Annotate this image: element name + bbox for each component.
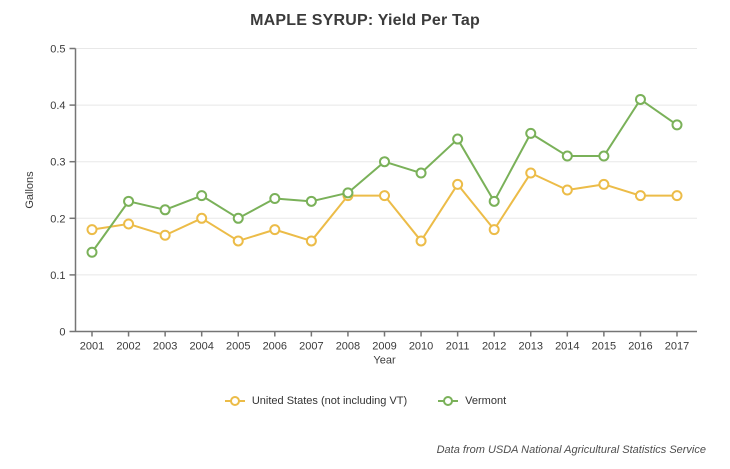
data-point-vermont-2014 [561,150,573,162]
data-point-vermont-2006 [269,192,281,204]
x-tick-label-2007: 2007 [299,341,323,353]
legend-marker-united-states-icon [224,396,245,406]
x-tick-label-2003: 2003 [153,341,177,353]
data-point-united-states-not-including-vt-2001 [86,224,98,236]
data-point-vermont-2005 [232,212,244,224]
x-tick-label-2010: 2010 [409,341,433,353]
data-point-vermont-2012 [488,195,500,207]
data-point-vermont-2015 [598,150,610,162]
x-tick-label-2008: 2008 [336,341,360,353]
series-line-united-states-not-including-vt [91,172,677,242]
x-tick-label-2013: 2013 [519,341,543,353]
y-tick-label-0.3: 0.3 [50,157,65,169]
legend-label-united-states: United States (not including VT) [251,395,408,407]
y-tick-label-0.2: 0.2 [50,213,65,225]
source-note: Data from USDA National Agricultural Sta… [436,444,706,456]
x-tick-label-2006: 2006 [263,341,287,353]
x-tick-label-2014: 2014 [555,341,579,353]
y-tick-label-0.4: 0.4 [50,100,65,112]
data-point-vermont-2008 [342,187,354,199]
y-tick-label-0: 0 [59,327,65,339]
x-tick-label-2001: 2001 [80,341,104,353]
data-point-united-states-not-including-vt-2006 [269,224,281,236]
data-point-united-states-not-including-vt-2016 [634,190,646,202]
legend: United States (not including VT) Vermont [0,395,730,407]
data-point-vermont-2002 [123,195,135,207]
data-point-united-states-not-including-vt-2009 [379,190,390,202]
x-tick-label-2005: 2005 [226,341,250,353]
chart-title: MAPLE SYRUP: Yield Per Tap [250,12,480,29]
x-tick-label-2011: 2011 [446,341,470,353]
data-point-vermont-2011 [452,133,464,145]
x-tick-label-2004: 2004 [189,341,213,353]
data-point-united-states-not-including-vt-2004 [196,212,208,224]
y-tick-label-0.1: 0.1 [50,270,65,282]
data-point-vermont-2013 [525,127,537,139]
data-point-united-states-not-including-vt-2014 [561,184,573,196]
data-point-vermont-2010 [415,167,427,179]
x-tick-label-2017: 2017 [665,341,689,353]
data-point-vermont-2007 [305,195,317,207]
data-point-vermont-2001 [86,246,98,258]
data-point-vermont-2004 [196,190,208,202]
plot-canvas: 0 0.1 0.2 0.3 0.4 0.5 2001 2002 2003 2004 2005 2006… [24,44,697,367]
data-point-united-states-not-including-vt-2013 [525,167,537,179]
x-tick-label-2009: 2009 [372,341,396,353]
y-tick-label-0.5: 0.5 [50,44,65,56]
legend-item-vermont: Vermont [437,395,506,407]
data-point-vermont-2017 [671,119,683,131]
x-tick-label-2002: 2002 [116,341,140,353]
x-tick-label-2015: 2015 [592,341,616,353]
data-point-vermont-2016 [634,93,646,105]
data-point-united-states-not-including-vt-2012 [488,224,500,236]
data-point-united-states-not-including-vt-2002 [123,218,135,230]
data-point-united-states-not-including-vt-2005 [232,235,244,247]
legend-item-united-states: United States (not including VT) [224,395,407,407]
x-tick-label-2012: 2012 [482,341,506,353]
y-axis-title: Gallons [24,171,36,209]
data-point-united-states-not-including-vt-2003 [159,229,171,241]
data-point-united-states-not-including-vt-2017 [671,190,683,202]
data-point-united-states-not-including-vt-2007 [305,235,317,247]
data-point-united-states-not-including-vt-2010 [415,235,427,247]
data-point-united-states-not-including-vt-2015 [598,178,610,190]
legend-marker-vermont-icon [438,396,459,406]
data-point-vermont-2009 [379,156,390,168]
legend-label-vermont: Vermont [465,395,507,407]
x-axis-title: Year [373,355,396,367]
x-tick-label-2016: 2016 [628,341,652,353]
data-point-united-states-not-including-vt-2011 [452,178,464,190]
data-point-vermont-2003 [159,204,171,216]
